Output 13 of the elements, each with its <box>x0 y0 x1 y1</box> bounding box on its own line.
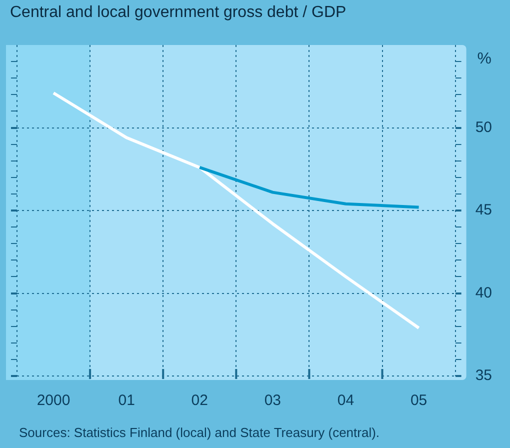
x-tick-label: 04 <box>337 392 354 410</box>
chart-title: Central and local government gross debt / GDP <box>10 4 346 22</box>
y-axis-title: % <box>477 50 492 68</box>
x-tick-label: 05 <box>410 392 428 410</box>
y-tick-label: 35 <box>475 367 492 384</box>
x-tick-label: 2000 <box>36 392 70 410</box>
x-tick-label: 01 <box>118 392 135 410</box>
source-note: Sources: Statistics Finland (local) and State Treasury (central). <box>19 425 380 440</box>
y-tick-label: 50 <box>475 118 492 136</box>
x-tick-label: 03 <box>264 392 282 410</box>
x-tick-label: 02 <box>191 392 208 410</box>
y-tick-label: 45 <box>475 202 492 219</box>
y-tick-label: 40 <box>475 284 492 302</box>
